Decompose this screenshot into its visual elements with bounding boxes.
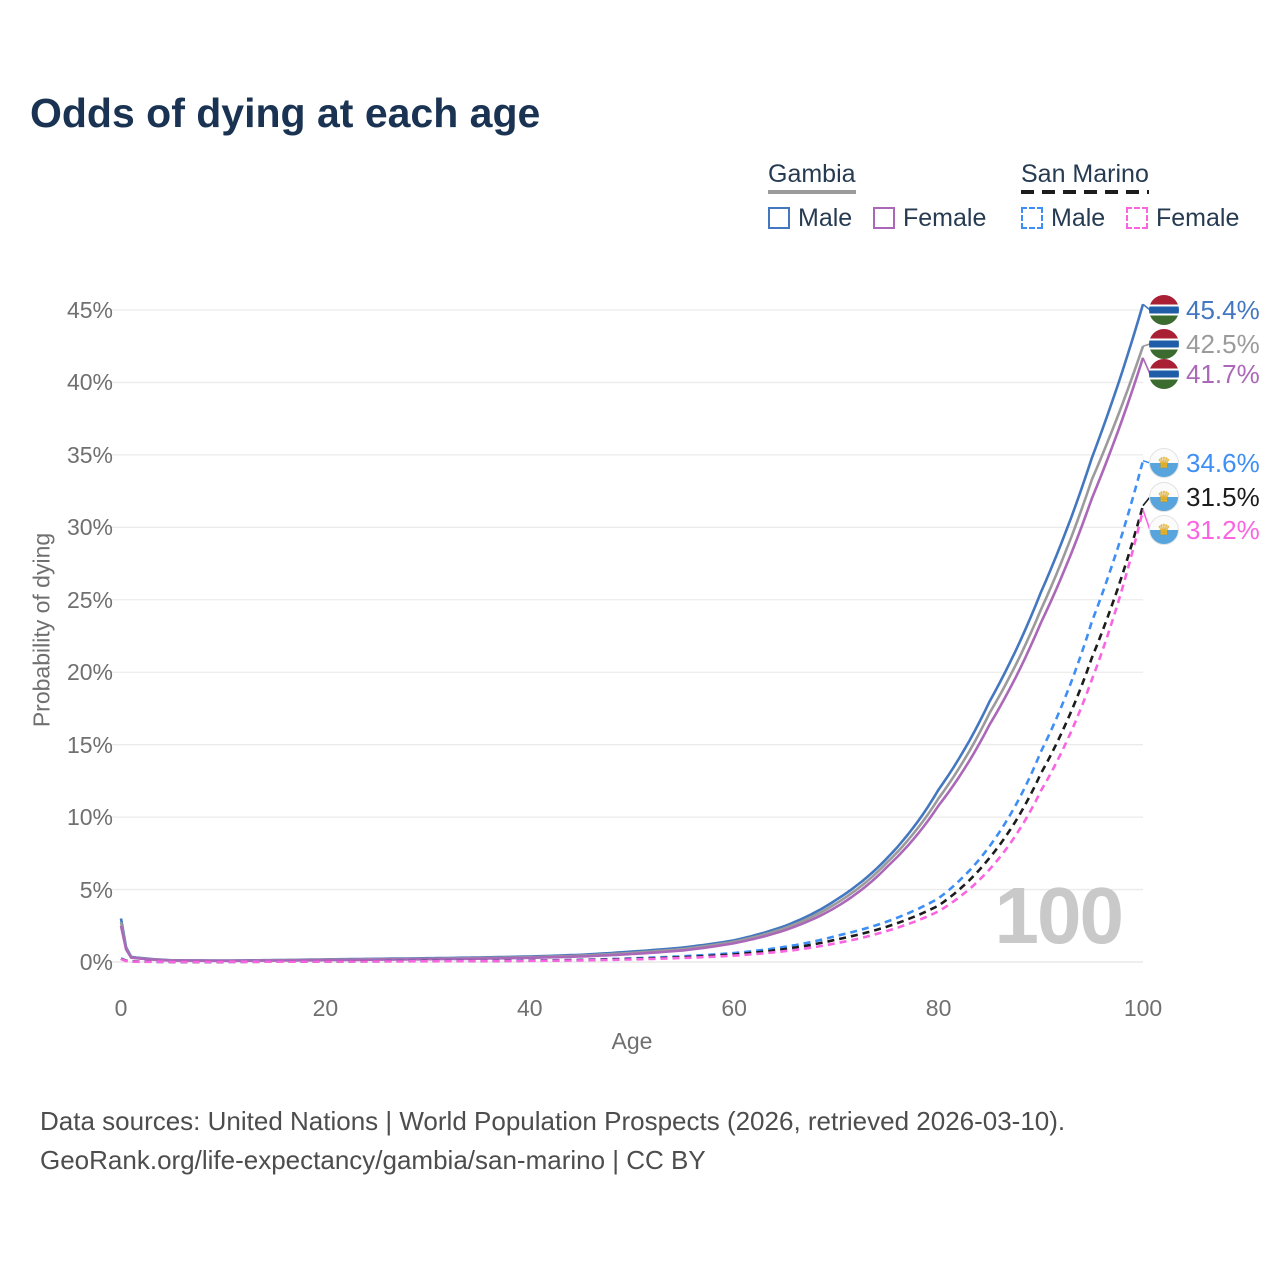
x-tick-0: 0 <box>114 995 128 1021</box>
y-tick-45pct: 45% <box>66 297 113 323</box>
legend-swatch-san-marino-male[interactable] <box>1021 207 1043 229</box>
legend-label-san-marino-female[interactable]: Female <box>1156 204 1240 232</box>
x-tick-100: 100 <box>1123 995 1163 1021</box>
x-tick-60: 60 <box>721 995 747 1021</box>
san-marino-emblem-icon: ♛ <box>1157 454 1171 472</box>
gambia-flag-icon <box>1149 329 1179 359</box>
legend-label-gambia-male[interactable]: Male <box>798 204 853 232</box>
san-marino-flag-icon: ♛ <box>1149 482 1179 512</box>
end-label-gambia-total: 42.5% <box>1186 329 1260 359</box>
y-tick-35pct: 35% <box>66 441 113 468</box>
y-axis-title: Probability of dying <box>28 532 55 728</box>
san-marino-flag-icon: ♛ <box>1149 448 1179 478</box>
x-axis-title: Age <box>611 1028 653 1054</box>
y-tick-15pct: 15% <box>66 731 113 758</box>
legend-underline-san-marino <box>1021 190 1149 194</box>
y-tick-0pct: 0% <box>79 949 113 975</box>
legend-swatch-gambia-male[interactable] <box>768 207 790 229</box>
x-tick-80: 80 <box>925 995 952 1021</box>
page-title: Odds of dying at each age <box>30 90 541 136</box>
x-tick-20: 20 <box>312 995 339 1021</box>
gambia-flag-icon <box>1149 359 1179 389</box>
legend-group-gambia[interactable]: Gambia <box>768 160 856 188</box>
end-label-sm-female: 31.2% <box>1186 515 1260 545</box>
san-marino-emblem-icon: ♛ <box>1157 521 1171 539</box>
legend-swatch-san-marino-female[interactable] <box>1126 207 1148 229</box>
series-line-sm-female <box>120 509 1145 964</box>
y-tick-20pct: 20% <box>66 659 113 686</box>
legend-swatch-gambia-female[interactable] <box>873 207 895 229</box>
y-tick-30pct: 30% <box>66 514 113 541</box>
x-tick-40: 40 <box>517 995 543 1021</box>
gambia-flag-icon <box>1149 295 1179 325</box>
y-tick-25pct: 25% <box>66 586 113 613</box>
y-tick-10pct: 10% <box>66 804 113 831</box>
end-label-sm-total: 31.5% <box>1186 482 1260 512</box>
end-label-gambia-male: 45.4% <box>1186 295 1260 325</box>
san-marino-emblem-icon: ♛ <box>1157 488 1171 506</box>
attribution-link: GeoRank.org/life-expectancy/gambia/san-m… <box>40 1145 706 1175</box>
y-tick-40pct: 40% <box>66 369 113 396</box>
plot-area[interactable] <box>110 300 1145 965</box>
legend-label-san-marino-male[interactable]: Male <box>1051 204 1106 232</box>
age-watermark: 100 <box>994 871 1124 960</box>
san-marino-flag-icon: ♛ <box>1149 515 1179 545</box>
legend-label-gambia-female[interactable]: Female <box>903 204 987 232</box>
end-label-sm-male: 34.6% <box>1186 448 1260 478</box>
data-source-text: Data sources: United Nations | World Pop… <box>40 1106 1066 1136</box>
end-label-gambia-female: 41.7% <box>1186 359 1260 389</box>
y-tick-5pct: 5% <box>79 876 113 903</box>
legend-group-san-marino[interactable]: San Marino <box>1021 160 1149 188</box>
legend-underline-gambia <box>768 190 856 194</box>
